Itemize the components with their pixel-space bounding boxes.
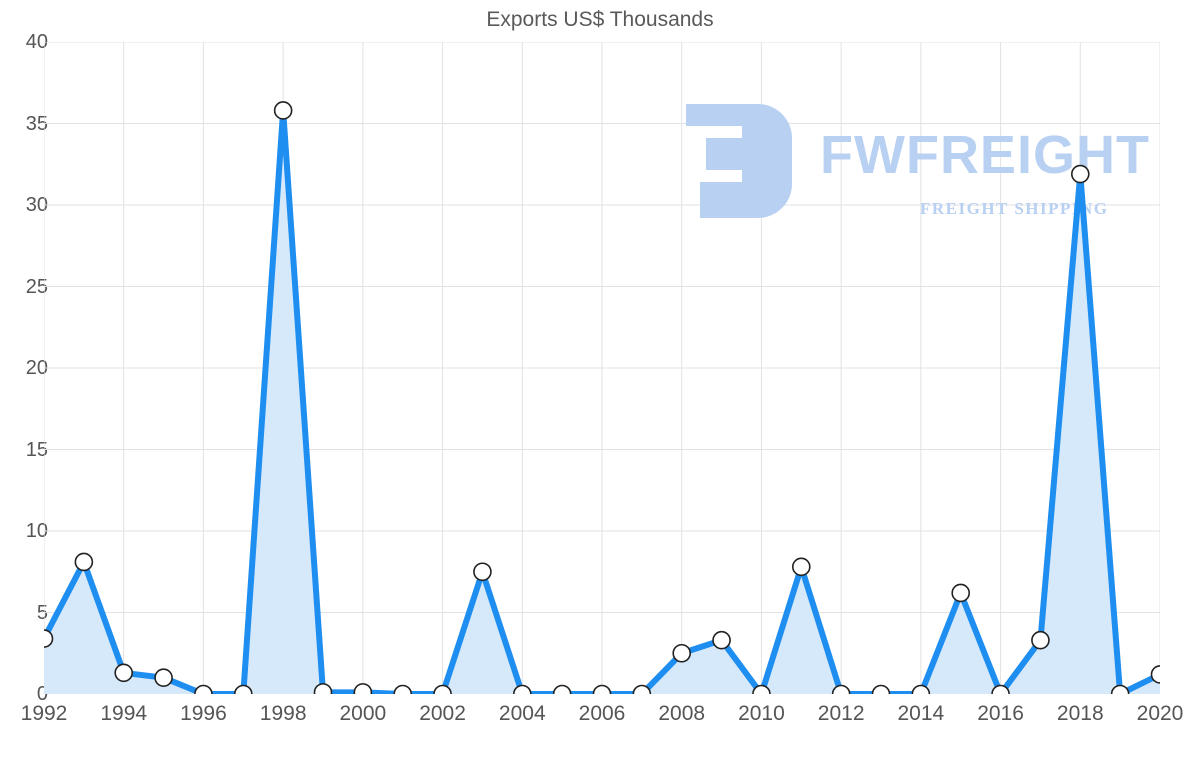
plot-area: FWFREIGHT FREIGHT SHIPPING 1992: 3.41993… (44, 42, 1160, 694)
x-tick-label: 2006 (578, 702, 626, 725)
data-point-marker: 2000: 0.1 (353, 683, 373, 694)
y-tick-label: 0 (36, 683, 48, 705)
data-point-marker: 2008: 2.5 (672, 643, 692, 663)
x-tick-label: 2004 (498, 702, 546, 725)
data-point-marker: 2009: 3.3 (712, 630, 731, 650)
area-fill (44, 110, 1160, 694)
data-point-marker: 2006: 0 (592, 684, 612, 694)
data-point-marker: 2015: 6.2 (951, 583, 971, 603)
y-tick-label: 20 (25, 357, 48, 379)
data-point-marker: 2003: 7.5 (473, 562, 492, 582)
data-point-marker: 2016: 0 (991, 684, 1010, 694)
data-point-marker: 2012: 0 (831, 684, 851, 694)
x-tick-label: 1994 (100, 702, 148, 725)
y-tick-label: 35 (25, 112, 48, 135)
data-point-marker: 2001: 0 (393, 684, 413, 694)
chart-title: Exports US$ Thousands (486, 8, 714, 31)
x-tick-label: 1996 (180, 702, 227, 725)
x-tick-label: 2000 (339, 702, 387, 725)
x-tick-label: 2018 (1056, 702, 1104, 725)
data-point-marker: 2018: 31.9 (1070, 164, 1090, 184)
data-point-marker: 2004: 0 (512, 684, 532, 694)
y-tick-label: 25 (25, 275, 48, 298)
x-tick-label: 2012 (817, 702, 865, 725)
data-point-marker: 2002: 0 (433, 684, 452, 694)
data-point-marker: 2013: 0 (871, 684, 891, 694)
data-point-marker: 2011: 7.8 (791, 557, 811, 577)
y-tick-label: 15 (25, 438, 48, 461)
x-tick-label: 1992 (20, 702, 68, 725)
data-point-marker: 1995: 1 (154, 668, 173, 688)
data-point-marker: 2010: 0 (752, 684, 771, 694)
data-point-marker: 2019: 0 (1110, 684, 1130, 694)
y-tick-label: 30 (25, 194, 48, 216)
data-point-marker: 1997: 0 (233, 684, 253, 694)
x-tick-label: 2020 (1136, 702, 1184, 725)
data-point-marker: 1996: 0 (194, 684, 213, 694)
data-point-marker: 1999: 0.1 (313, 683, 333, 694)
x-tick-label: 2010 (738, 702, 785, 725)
x-tick-label: 2008 (658, 702, 706, 725)
y-tick-label: 5 (36, 601, 48, 624)
data-point-marker: 1994: 1.3 (114, 663, 134, 683)
x-tick-label: 2014 (897, 702, 945, 725)
y-tick-label: 10 (25, 520, 48, 542)
x-tick-label: 2002 (419, 702, 466, 725)
y-tick-label: 40 (25, 31, 48, 53)
x-tick-label: 1998 (259, 702, 307, 725)
data-point-marker: 1992: 3.4 (44, 629, 54, 648)
exports-series: 1992: 3.4 1993: 8.1 1994: 1.3 1995: 1 1996: … (44, 101, 1160, 694)
series-line (44, 107, 1160, 694)
x-tick-label: 2016 (977, 702, 1024, 725)
data-point-marker: 2020: 1.2 (1150, 665, 1160, 684)
data-point-marker: 2017: 3.3 (1031, 630, 1050, 650)
data-point-marker: 1993: 8.1 (74, 552, 94, 572)
data-point-marker: 2005: 0 (552, 684, 572, 694)
data-point-marker: 2007: 0 (632, 684, 652, 694)
data-point-marker: 2014: 0 (911, 684, 931, 694)
data-point-marker: 1998: 35.8 (273, 101, 293, 120)
